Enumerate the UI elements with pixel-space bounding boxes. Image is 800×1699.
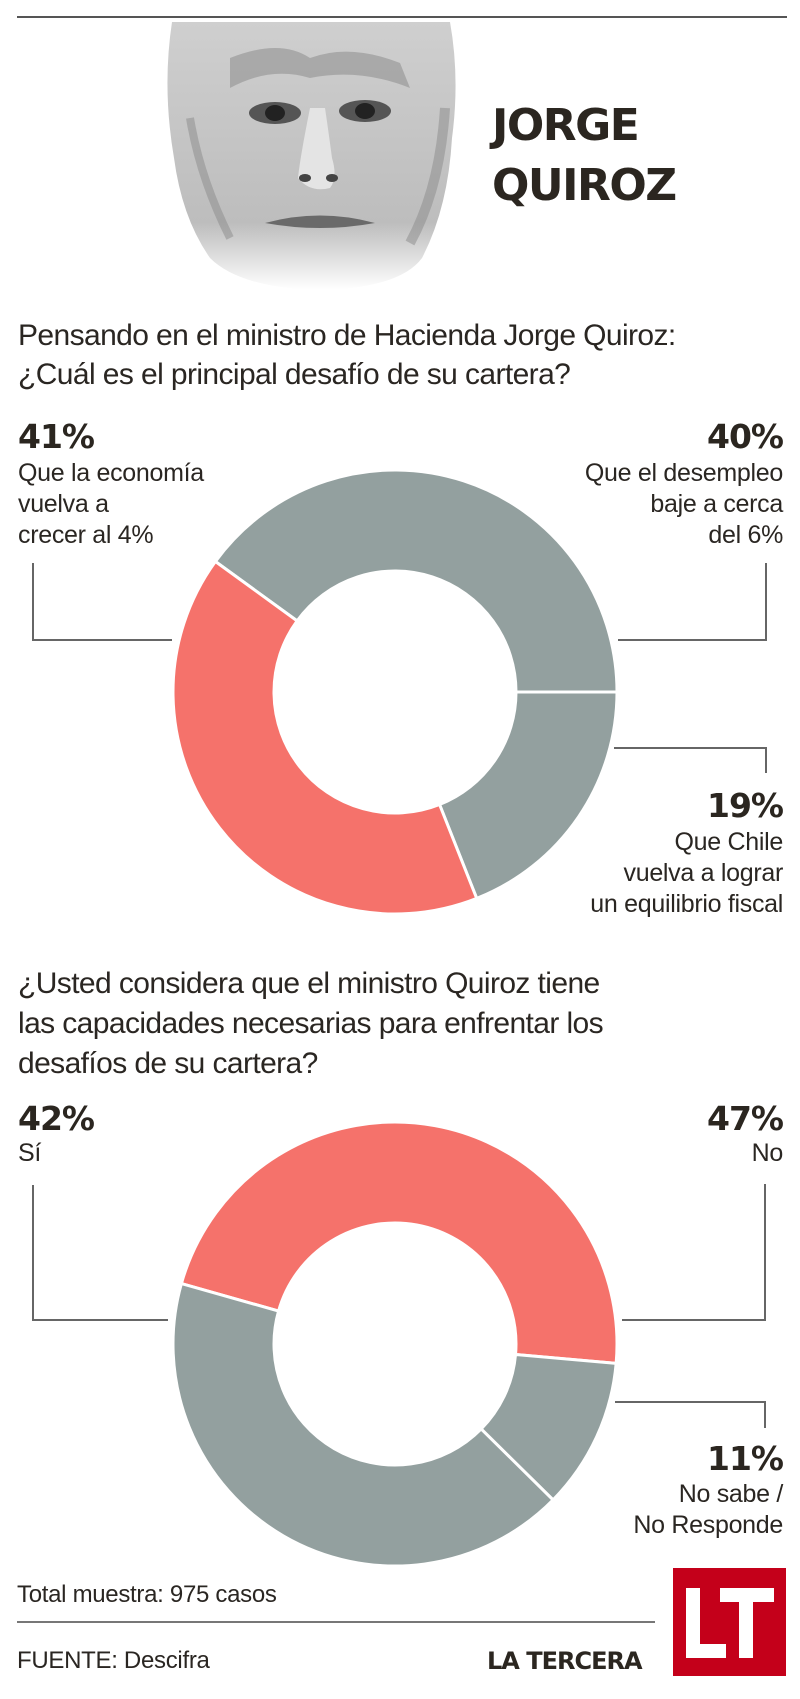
chart-2-category-label-nsnr: No sabe / No Responde: [633, 1479, 783, 1541]
label-line: baje a cerca: [650, 490, 783, 518]
chart-2-leader-left-vertical: [32, 1185, 34, 1321]
chart-2-leader-topright-vertical: [764, 1184, 766, 1321]
chart-1-category-label-economia: Que la economía vuelva a crecer al 4%: [18, 458, 204, 551]
label-line: Que la economía: [18, 459, 204, 487]
brand-name: LA TERCERA: [487, 1647, 643, 1675]
label-line: del 6%: [708, 521, 783, 549]
chart-2-title-line-1: ¿Usted considera que el ministro Quiroz …: [18, 967, 600, 1000]
name-line-1: JORGE: [492, 100, 640, 151]
label-line: vuelva a lograr: [623, 859, 784, 887]
chart-1-leader-bottomright-horizontal: [614, 747, 767, 749]
chart-2-value-label-no: 47%: [707, 1099, 784, 1138]
chart-2-value-label-nsnr: 11%: [707, 1439, 784, 1478]
name-line-2: QUIROZ: [492, 160, 677, 211]
chart-2-category-label-no: No: [751, 1138, 784, 1169]
label-line: No Responde: [633, 1511, 783, 1539]
portrait-illustration-icon: [167, 22, 456, 290]
label-line: Que Chile: [674, 828, 784, 856]
donut-slice-no: [179, 1120, 619, 1365]
footer-divider: [17, 1621, 655, 1623]
chart-2-title-line-3: desafíos de su cartera?: [18, 1047, 318, 1080]
chart-2-value-label-si: 42%: [18, 1099, 95, 1138]
la-tercera-logo-icon: [673, 1568, 786, 1676]
chart-2-donut: [171, 1120, 619, 1568]
chart-2-leader-left-horizontal: [32, 1319, 168, 1321]
chart-2-category-label-si: Sí: [18, 1138, 41, 1169]
donut-slice-que-chile-vuelva-a-lograr-un-equilibrio-fiscal: [437, 690, 619, 901]
chart-1-title-line-1: Pensando en el ministro de Hacienda Jorg…: [18, 319, 676, 352]
chart-1-value-label-economia: 41%: [18, 417, 95, 456]
top-rule: [17, 16, 787, 18]
chart-1-title-line-2: ¿Cuál es el principal desafío de su cart…: [18, 358, 571, 391]
donut-slice-que-la-economia-vuelva-a-crecer-al-4: [171, 559, 479, 916]
chart-2-leader-bottomright-horizontal: [615, 1401, 766, 1403]
label-line: un equilibrio fiscal: [590, 890, 783, 918]
label-line: No: [751, 1139, 784, 1167]
chart-1-value-label-fiscal: 19%: [707, 786, 784, 825]
sample-size-note: Total muestra: 975 casos: [17, 1581, 277, 1608]
donut-slice-que-el-desempleo-baje-a-cerca-del-6: [213, 468, 619, 694]
chart-1-category-label-fiscal: Que Chile vuelva a lograr un equilibrio …: [590, 827, 783, 920]
chart-1-leader-topright-horizontal: [618, 639, 767, 641]
source-note: FUENTE: Descifra: [17, 1647, 210, 1674]
chart-2-title-line-2: las capacidades necesarias para enfrenta…: [18, 1007, 604, 1040]
chart-1-donut: [171, 468, 619, 916]
label-line: crecer al 4%: [18, 521, 154, 549]
chart-1-leader-left-horizontal: [32, 639, 172, 641]
chart-1-category-label-desempleo: Que el desempleo baje a cerca del 6%: [585, 458, 783, 551]
label-line: Sí: [18, 1139, 42, 1167]
chart-1-leader-bottomright-vertical: [765, 747, 767, 773]
chart-1-leader-left-vertical: [32, 563, 34, 641]
chart-1-title: Pensando en el ministro de Hacienda Jorg…: [18, 316, 676, 394]
donut-slice-si: [171, 1281, 556, 1568]
chart-1-leader-topright-vertical: [765, 563, 767, 641]
label-line: Que el desempleo: [584, 459, 783, 487]
chart-2-leader-topright-horizontal: [622, 1319, 766, 1321]
chart-2-leader-bottomright-vertical: [764, 1401, 766, 1428]
label-line: No sabe /: [678, 1480, 784, 1508]
label-line: vuelva a: [18, 490, 109, 518]
chart-2-title: ¿Usted considera que el ministro Quiroz …: [18, 964, 604, 1084]
chart-1-value-label-desempleo: 40%: [707, 417, 784, 456]
